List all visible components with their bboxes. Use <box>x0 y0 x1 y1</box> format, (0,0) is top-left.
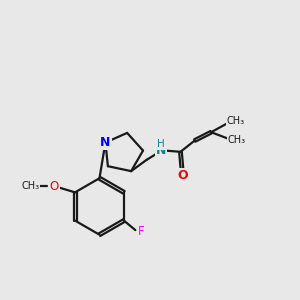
Text: CH₃: CH₃ <box>21 182 39 191</box>
Text: CH₃: CH₃ <box>227 116 245 126</box>
Text: O: O <box>177 169 188 182</box>
Text: F: F <box>138 225 145 238</box>
Text: H: H <box>157 139 165 149</box>
Text: CH₃: CH₃ <box>228 135 246 145</box>
Text: N: N <box>156 144 166 157</box>
Text: O: O <box>50 180 58 193</box>
Text: N: N <box>100 136 111 149</box>
